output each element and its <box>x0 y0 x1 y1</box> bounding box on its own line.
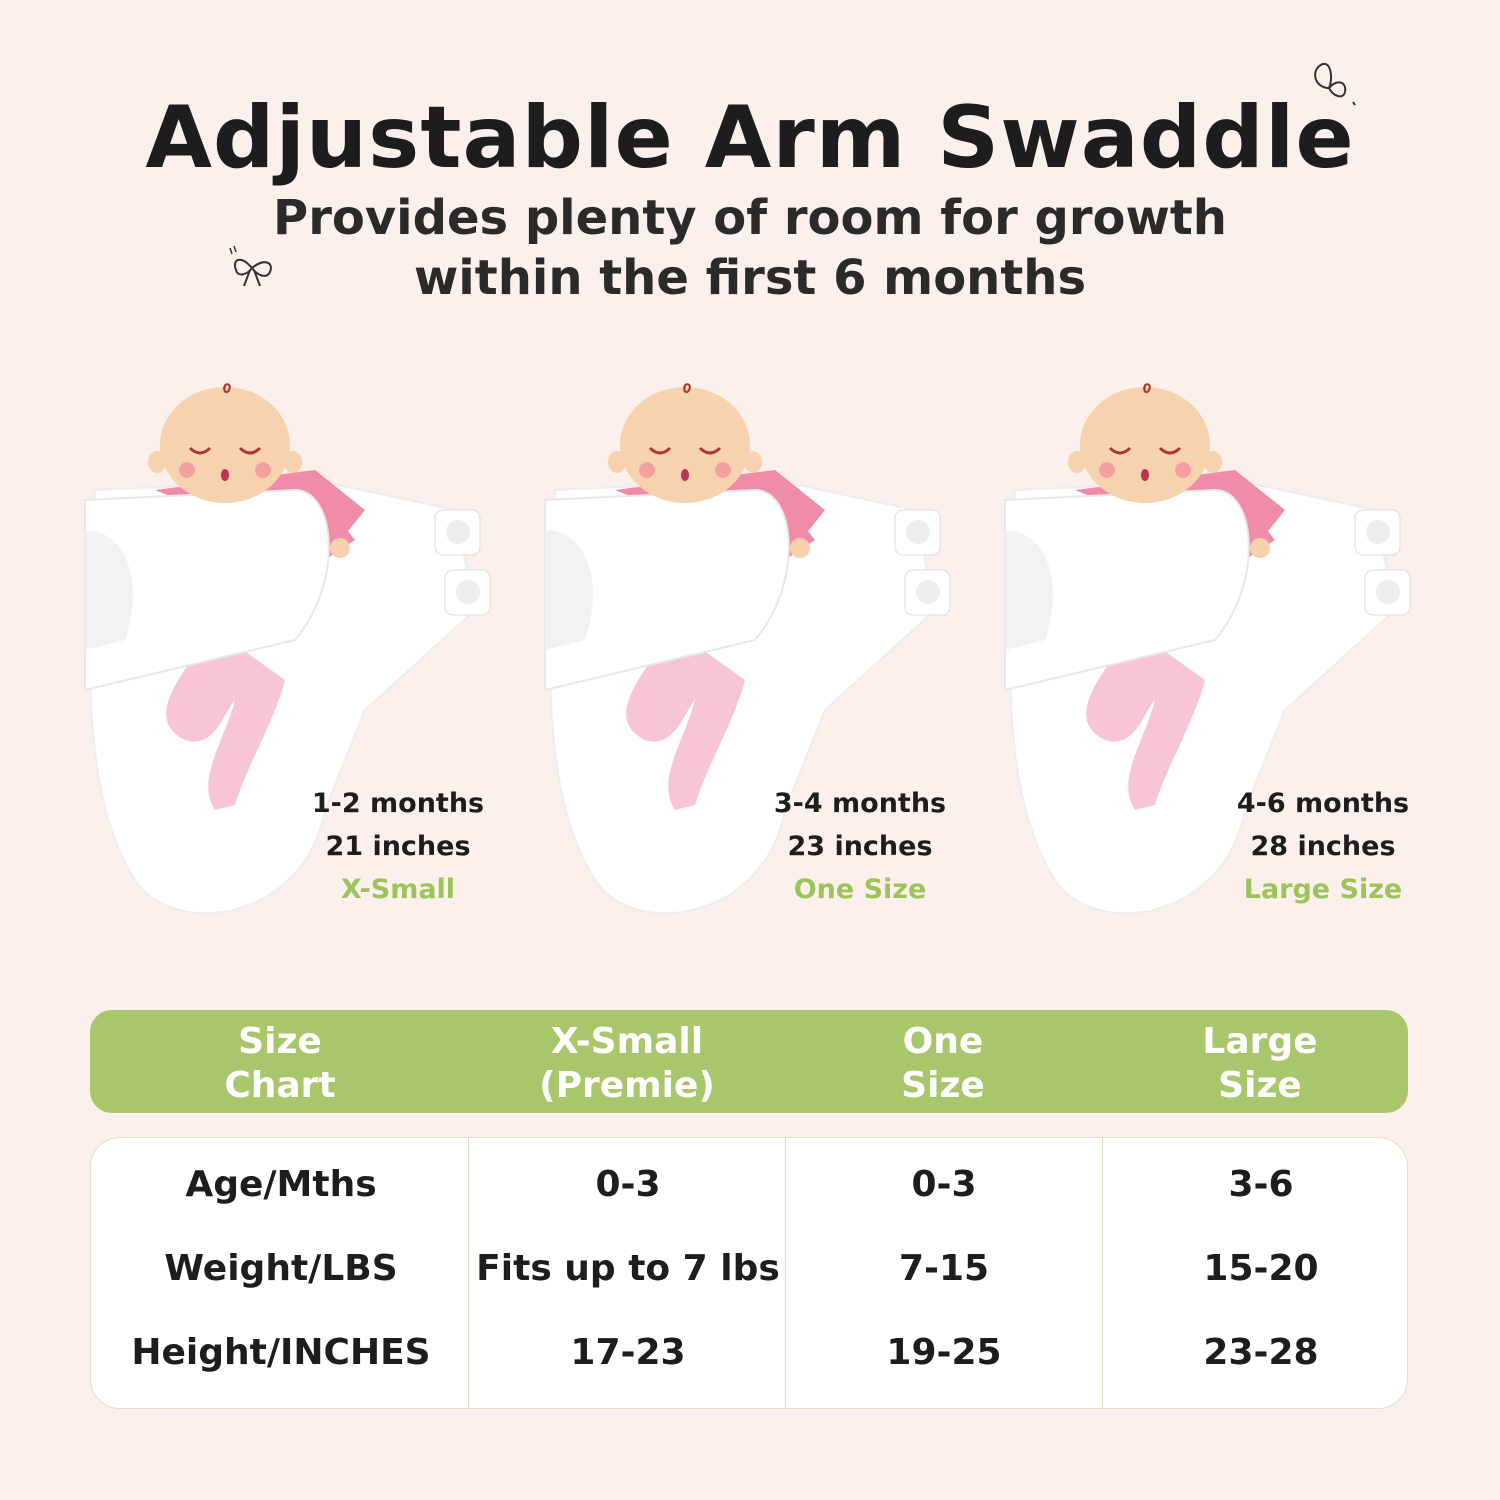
table-cell: 23-28 <box>1203 1332 1319 1373</box>
column-divider <box>468 1138 469 1408</box>
table-cell: 3-6 <box>1228 1164 1294 1205</box>
subtitle-line-1: Provides plenty of room for growth <box>273 190 1227 246</box>
length: 28 inches <box>1250 831 1396 862</box>
product-caption: 3-4 months 23 inches One Size <box>730 782 990 911</box>
column-divider <box>1102 1138 1103 1408</box>
length: 23 inches <box>787 831 933 862</box>
size-chart-header: Size Chart X-Small (Premie) One Size Large S… <box>90 1010 1408 1113</box>
size-label: One Size <box>793 874 927 905</box>
header-cell: X-Small (Premie) <box>539 1021 715 1106</box>
table-cell: 7-15 <box>898 1248 990 1289</box>
age-range: 1-2 months <box>311 788 485 819</box>
table-cell: 17-23 <box>570 1332 686 1373</box>
size-chart-table: Age/Mths 0-3 0-3 3-6 Weight/LBS Fits up to 7 … <box>90 1137 1408 1409</box>
row-label: Height/INCHES <box>131 1332 431 1373</box>
bow-icon <box>229 245 272 287</box>
product-caption: 1-2 months 21 inches X-Small <box>268 782 528 911</box>
header-cell: Large Size <box>1202 1021 1318 1106</box>
table-cell: 15-20 <box>1203 1248 1319 1289</box>
length: 21 inches <box>325 831 471 862</box>
swaddle-illustration <box>65 380 505 940</box>
age-range: 3-4 months <box>773 788 947 819</box>
swaddle-illustration <box>525 380 965 940</box>
subtitle-line-2: within the first 6 months <box>413 250 1087 306</box>
page-title: Adjustable Arm Swaddle <box>145 88 1355 188</box>
row-label: Weight/LBS <box>164 1248 398 1289</box>
swaddle-illustration <box>985 380 1425 940</box>
age-range: 4-6 months <box>1236 788 1410 819</box>
row-label: Age/Mths <box>185 1164 377 1205</box>
header-cell: One Size <box>901 1021 985 1106</box>
size-label: X-Small <box>340 874 456 905</box>
table-cell: Fits up to 7 lbs <box>476 1248 780 1289</box>
size-label: Large Size <box>1243 874 1403 905</box>
product-caption: 4-6 months 28 inches Large Size <box>1193 782 1453 911</box>
table-cell: 0-3 <box>911 1164 977 1205</box>
header-cell: Size Chart <box>224 1021 336 1106</box>
column-divider <box>785 1138 786 1408</box>
table-cell: 0-3 <box>595 1164 661 1205</box>
table-cell: 19-25 <box>886 1332 1002 1373</box>
butterfly-icon <box>1314 62 1356 106</box>
